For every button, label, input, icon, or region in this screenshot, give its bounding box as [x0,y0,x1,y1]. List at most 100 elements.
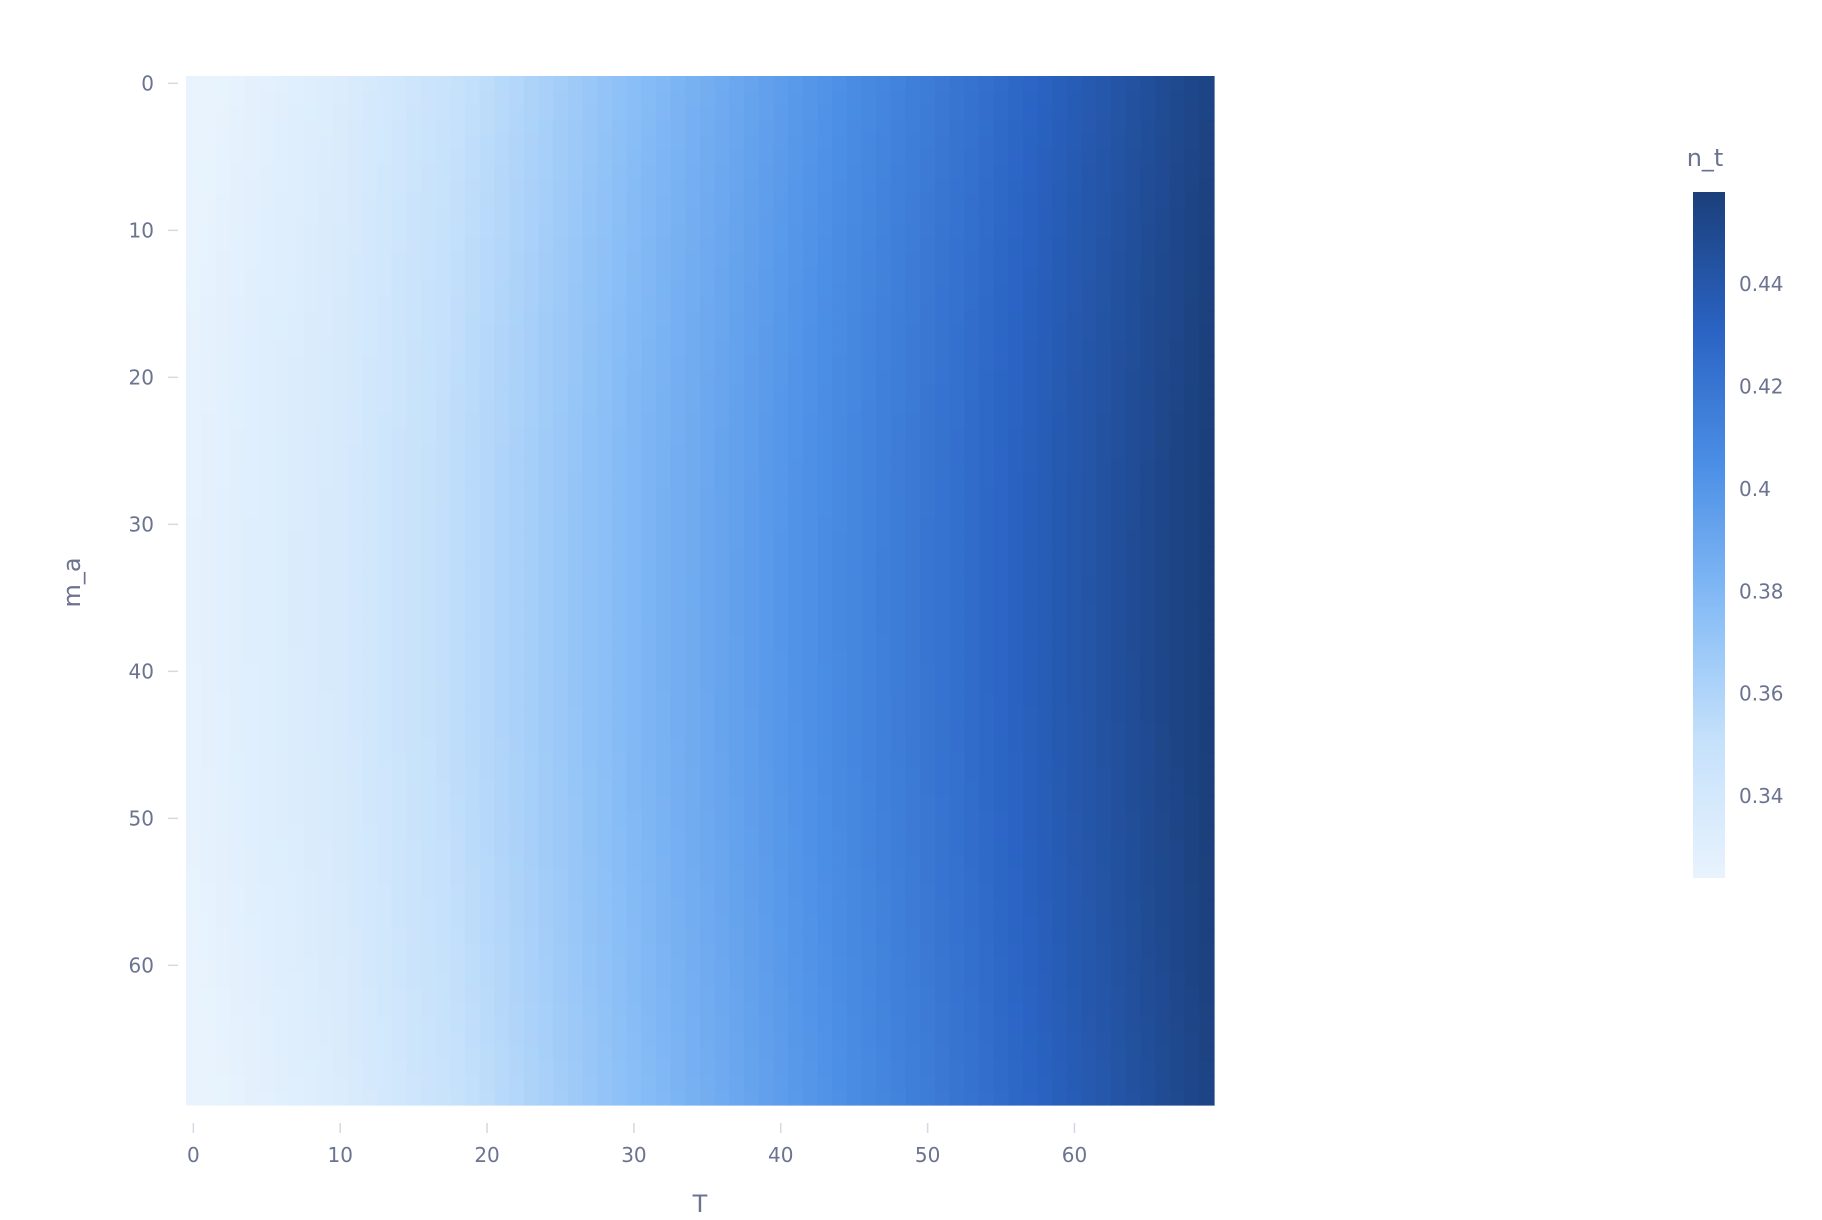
heatmap-cell [993,472,1009,489]
heatmap-cell [215,928,231,944]
heatmap-cell [259,575,275,592]
heatmap-cell [538,1031,554,1047]
heatmap-cell [494,399,510,415]
heatmap-cell [1140,134,1156,151]
heatmap-cell [274,664,290,680]
heatmap-cell [1023,193,1039,209]
heatmap-cell [450,458,466,474]
heatmap-cell [1125,1060,1142,1077]
heatmap-cell [934,1075,951,1091]
heatmap-cell [714,766,730,783]
heatmap-cell [1008,634,1024,650]
heatmap-cell [758,605,775,621]
heatmap-cell [538,605,554,621]
heatmap-cell [1023,76,1039,92]
heatmap-cell [479,987,495,1003]
heatmap-cell [582,649,598,665]
heatmap-cell [479,443,495,459]
heatmap-cell [773,678,789,694]
heatmap-cell [567,399,584,415]
heatmap-cell [934,575,951,592]
heatmap-cell [230,208,246,224]
heatmap-cell [1111,605,1127,621]
heatmap-cell [1067,1016,1083,1033]
heatmap-cell [582,1002,598,1018]
heatmap-cell [611,414,628,430]
heatmap-cell [1199,943,1215,959]
heatmap-cell [200,105,216,121]
heatmap-cell [215,370,231,386]
heatmap-cell [905,884,921,900]
heatmap-cell [1081,1060,1098,1077]
heatmap-cell [685,752,701,768]
heatmap-cell [582,267,598,283]
heatmap-cell [700,796,716,812]
heatmap-cell [450,649,466,665]
heatmap-cell [1008,296,1024,312]
heatmap-cell [274,443,290,459]
heatmap-cell [846,619,863,636]
heatmap-cell [979,781,995,797]
heatmap-cell [979,414,995,430]
heatmap-cell [406,1031,422,1047]
heatmap-cell [288,811,305,827]
heatmap-cell [890,76,907,92]
heatmap-cell [200,193,216,209]
heatmap-cell [846,370,863,386]
heatmap-cell [303,1060,319,1077]
heatmap-cell [538,678,554,694]
heatmap-cell [420,913,437,930]
heatmap-cell [303,840,319,856]
heatmap-cell [655,105,672,121]
heatmap-cell [376,575,393,592]
heatmap-cell [347,325,363,342]
heatmap-cell [274,1002,290,1018]
heatmap-cell [1184,693,1200,709]
heatmap-cell [1081,502,1098,518]
heatmap-cell [1184,164,1200,180]
heatmap-cell [1184,105,1200,121]
heatmap-cell [244,708,261,724]
heatmap-cell [1008,531,1024,547]
heatmap-cell [832,766,848,783]
heatmap-cell [391,237,407,253]
heatmap-cell [905,840,921,856]
heatmap-cell [523,1016,540,1033]
heatmap-cell [744,443,760,459]
heatmap-cell [200,796,216,812]
heatmap-cell [846,134,863,151]
heatmap-cell [347,76,363,92]
heatmap-cell [230,987,246,1003]
heatmap-cell [215,899,231,915]
heatmap-cell [1140,766,1156,783]
heatmap-cell [876,208,892,224]
heatmap-cell [538,531,554,547]
heatmap-cell [964,120,980,136]
heatmap-cell [861,340,877,356]
heatmap-cell [582,90,598,106]
heatmap-cell [230,884,246,900]
heatmap-cell [861,428,877,445]
heatmap-cell [714,384,730,400]
heatmap-cell [611,781,628,797]
heatmap-cell [846,252,863,268]
heatmap-cell [230,1060,246,1077]
heatmap-cell [1140,311,1156,327]
heatmap-cell [641,149,657,165]
heatmap-cell [876,223,892,239]
heatmap-cell [846,267,863,283]
heatmap-cell [494,634,510,650]
heatmap-cell [420,472,437,489]
heatmap-cell [523,105,540,121]
heatmap-cell [832,178,848,195]
heatmap-cell [861,1031,877,1047]
heatmap-cell [744,120,760,136]
heatmap-cell [303,531,319,547]
heatmap-cell [949,428,965,445]
heatmap-cell [259,855,275,871]
heatmap-cell [553,370,569,386]
heatmap-cell [391,325,407,342]
heatmap-cell [1140,1060,1156,1077]
heatmap-cell [876,766,892,783]
heatmap-cell [450,605,466,621]
